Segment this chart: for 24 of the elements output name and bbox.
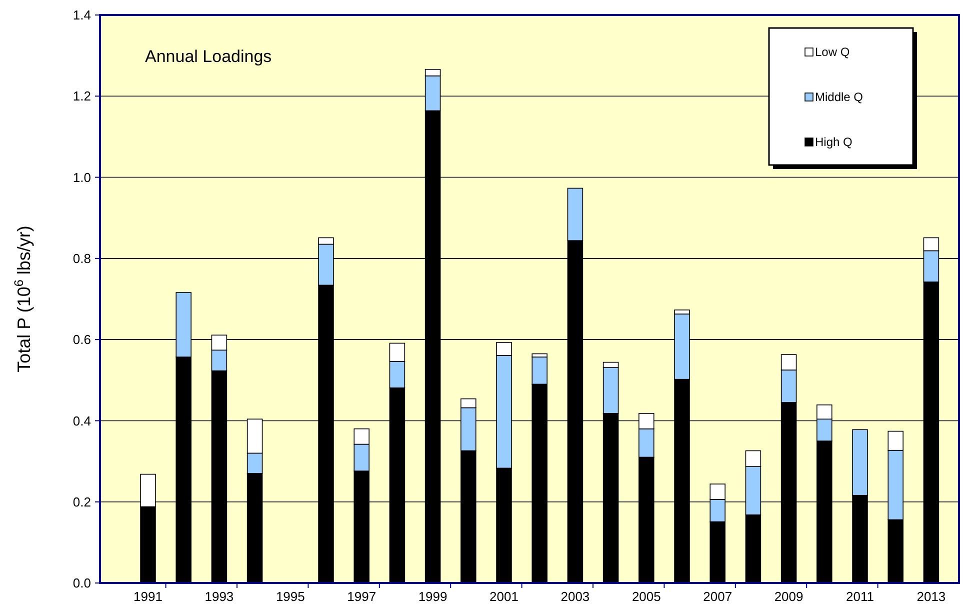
y-tick-label: 0.4 [72,413,91,428]
x-tick-label: 2007 [703,589,732,604]
x-tick-label: 1991 [134,589,162,604]
x-tick-label: 1999 [418,589,448,604]
x-tick-label: 1993 [204,589,234,604]
x-tick-label: 2003 [560,589,590,604]
y-tick-label: 0.6 [72,332,91,348]
text: Annual Loadings [145,47,272,66]
y-tick-label: 1.0 [72,170,91,185]
legend-label: High Q [815,135,852,150]
y-tick-label: 1.4 [72,8,91,23]
legend-label: Low Q [815,45,850,60]
x-tick-label: 2001 [490,589,518,604]
x-tick-label: 2005 [632,589,661,604]
x-tick-label: 2011 [846,589,874,604]
x-tick-label: 2009 [774,589,804,604]
x-tick-label: 1997 [347,589,376,604]
y-tick-label: 0.2 [72,494,91,510]
x-tick-label: 2013 [916,589,946,604]
x-tick-label: 1995 [276,589,305,604]
y-tick-label: 0.0 [72,576,91,591]
legend-label: Middle Q [815,90,864,104]
y-tick-label: 0.8 [72,250,91,266]
y-tick-label: 1.2 [72,88,91,104]
